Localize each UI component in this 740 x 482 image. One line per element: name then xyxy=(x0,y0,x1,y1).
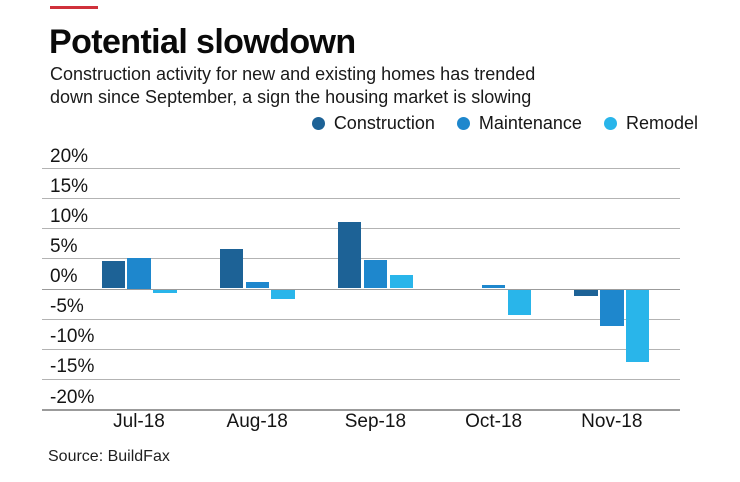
bar-remodel-aug-18 xyxy=(271,290,295,300)
bar-remodel-oct-18 xyxy=(507,290,532,316)
gridline--5pct xyxy=(42,318,680,320)
legend-item-construction: Construction xyxy=(311,111,435,135)
xtick-oct-18: Oct-18 xyxy=(465,411,523,432)
legend-label-maintenance: Maintenance xyxy=(478,113,582,133)
ytick-0pct: 0% xyxy=(50,266,78,287)
bar-maintenance-sep-18 xyxy=(363,259,388,289)
xtick-jul-18: Jul-18 xyxy=(113,411,165,432)
ytick-20pct: 20% xyxy=(50,145,89,167)
source-note: Source: BuildFax xyxy=(48,448,170,465)
legend: Construction Maintenance Remodel xyxy=(311,111,698,135)
chart-subtitle: Construction activity for new and existi… xyxy=(50,63,535,109)
gridline-20pct xyxy=(42,168,680,169)
ytick-10pct: 10% xyxy=(50,205,89,227)
xtick-nov-18: Nov-18 xyxy=(581,411,643,432)
chart-subtitle-line1: Construction activity for new and existi… xyxy=(50,64,536,84)
legend-label-construction: Construction xyxy=(333,113,435,133)
gridline--15pct xyxy=(42,378,680,380)
gridline--20pct xyxy=(42,409,680,411)
gridline-0pct xyxy=(42,288,680,290)
gridline--10pct xyxy=(42,348,680,350)
ytick-15pct: 15% xyxy=(50,175,89,197)
legend-item-maintenance: Maintenance xyxy=(456,111,582,135)
bar-construction-jul-18 xyxy=(101,261,125,289)
bar-remodel-nov-18 xyxy=(625,290,650,363)
bar-construction-sep-18 xyxy=(337,222,362,289)
bar-construction-nov-18 xyxy=(574,290,598,297)
bar-remodel-jul-18 xyxy=(153,290,177,293)
bar-maintenance-aug-18 xyxy=(245,282,269,289)
ytick--10pct: -10% xyxy=(50,326,95,348)
bar-maintenance-jul-18 xyxy=(127,258,151,289)
ytick--20pct: -20% xyxy=(50,386,95,408)
xtick-sep-18: Sep-18 xyxy=(344,411,407,432)
bar-maintenance-nov-18 xyxy=(600,290,624,327)
ytick--15pct: -15% xyxy=(50,356,95,378)
legend-dot-construction-icon xyxy=(311,116,325,130)
accent-rule xyxy=(50,6,98,9)
bar-construction-aug-18 xyxy=(219,249,244,289)
xtick-aug-18: Aug-18 xyxy=(226,411,288,432)
bar-maintenance-oct-18 xyxy=(481,285,506,289)
chart-subtitle-line2: down since September, a sign the housing… xyxy=(50,87,532,107)
ytick--5pct: -5% xyxy=(50,296,84,318)
ytick-5pct: 5% xyxy=(50,235,78,257)
chart-title: Potential slowdown xyxy=(49,23,356,61)
legend-item-remodel: Remodel xyxy=(603,111,698,135)
legend-dot-remodel-icon xyxy=(603,116,617,130)
gridline-15pct xyxy=(42,198,680,200)
legend-label-remodel: Remodel xyxy=(625,113,698,133)
legend-dot-maintenance-icon xyxy=(456,116,470,130)
bar-remodel-sep-18 xyxy=(389,274,413,289)
